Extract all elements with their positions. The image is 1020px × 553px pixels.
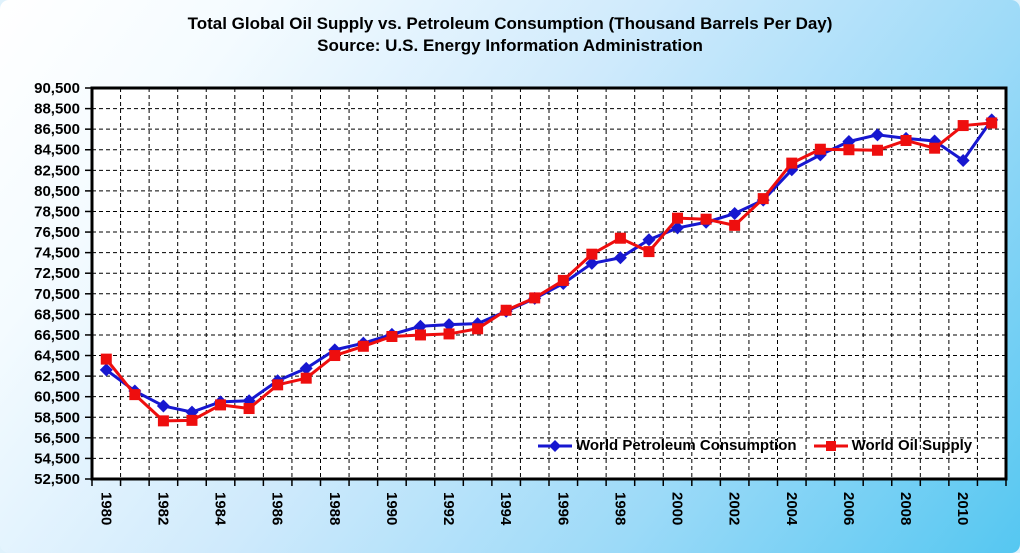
svg-text:80,500: 80,500 (34, 183, 80, 200)
svg-text:76,500: 76,500 (34, 224, 80, 241)
svg-text:74,500: 74,500 (34, 245, 80, 262)
vertical-gridlines (120, 88, 978, 479)
svg-text:2008: 2008 (897, 492, 914, 525)
plot-frame (90, 86, 1008, 481)
svg-text:64,500: 64,500 (34, 348, 80, 365)
y-axis-labels: 52,500 54,500 56,500 58,500 60,500 62,500 64,5… (34, 80, 80, 488)
chart-legend: World Petroleum Consumption World Oil Su… (537, 437, 972, 454)
svg-text:1994: 1994 (497, 492, 514, 526)
x-axis-labels: 1980 1982 1984 1986 1988 1990 1992 1994 1996 1998… (97, 492, 971, 526)
svg-text:58,500: 58,500 (34, 409, 80, 426)
svg-text:1996: 1996 (554, 492, 571, 525)
svg-text:1986: 1986 (269, 492, 286, 525)
svg-text:60,500: 60,500 (34, 389, 80, 406)
legend-item-consumption: World Petroleum Consumption (537, 437, 797, 454)
supply-legend-marker-icon (813, 440, 848, 451)
svg-text:86,500: 86,500 (34, 121, 80, 138)
svg-text:68,500: 68,500 (34, 306, 80, 323)
svg-text:88,500: 88,500 (34, 101, 80, 118)
series-world-oil-supply (100, 117, 998, 427)
svg-text:52,500: 52,500 (34, 471, 80, 488)
svg-text:66,500: 66,500 (34, 327, 80, 344)
svg-text:2002: 2002 (726, 492, 743, 525)
svg-text:2006: 2006 (840, 492, 857, 525)
svg-text:1992: 1992 (440, 492, 457, 525)
svg-text:1984: 1984 (212, 492, 229, 526)
chart-title: Total Global Oil Supply vs. Petroleum Co… (187, 14, 833, 33)
svg-text:1990: 1990 (383, 492, 400, 525)
chart-header: Total Global Oil Supply vs. Petroleum Co… (0, 13, 1020, 57)
legend-item-supply-label: World Oil Supply (851, 437, 973, 454)
svg-text:78,500: 78,500 (34, 203, 80, 220)
svg-text:2010: 2010 (954, 492, 971, 525)
svg-text:70,500: 70,500 (34, 286, 80, 303)
legend-item-consumption-label: World Petroleum Consumption (576, 437, 797, 454)
svg-text:56,500: 56,500 (34, 430, 80, 447)
chart-subtitle: Source: U.S. Energy Information Administ… (317, 36, 703, 55)
svg-text:54,500: 54,500 (34, 450, 80, 467)
legend-item-supply: World Oil Supply (813, 437, 973, 454)
svg-text:82,500: 82,500 (34, 162, 80, 179)
svg-text:1988: 1988 (326, 492, 343, 525)
svg-text:72,500: 72,500 (34, 265, 80, 282)
consumption-legend-marker-icon (538, 439, 572, 452)
svg-text:1998: 1998 (611, 492, 628, 525)
svg-text:2000: 2000 (669, 492, 686, 525)
svg-text:62,500: 62,500 (34, 368, 80, 385)
svg-text:90,500: 90,500 (34, 80, 80, 97)
svg-text:2004: 2004 (783, 492, 800, 526)
svg-text:1982: 1982 (154, 492, 171, 525)
svg-text:84,500: 84,500 (34, 142, 80, 159)
svg-text:1980: 1980 (97, 492, 114, 525)
